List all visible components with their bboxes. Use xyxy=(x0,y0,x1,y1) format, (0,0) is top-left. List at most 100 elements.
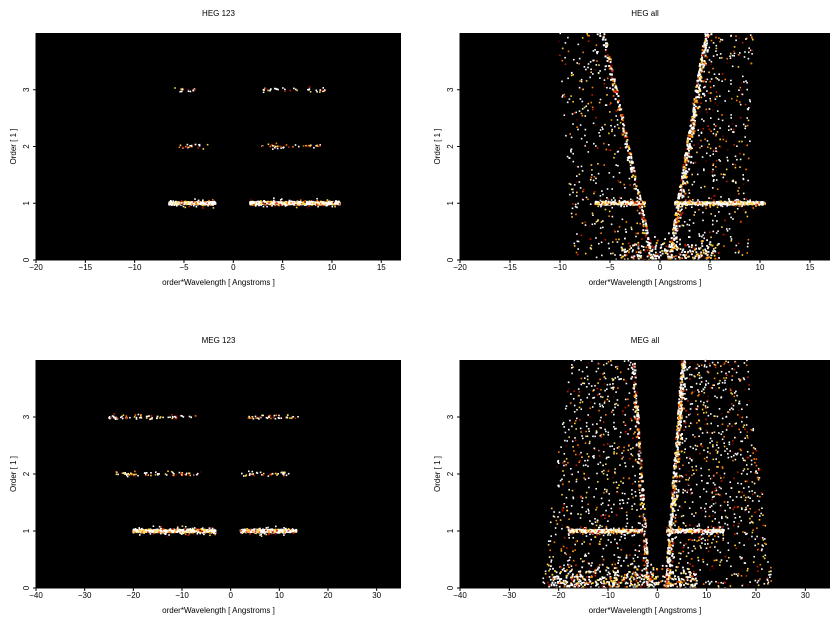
event-point xyxy=(689,198,692,201)
event-point xyxy=(139,530,141,532)
event-point xyxy=(604,202,607,205)
event-point xyxy=(623,131,626,134)
event-point xyxy=(720,57,723,59)
event-point xyxy=(286,204,288,207)
event-point xyxy=(743,56,746,58)
event-point xyxy=(680,178,683,181)
event-point xyxy=(712,42,715,44)
event-point xyxy=(733,144,735,146)
event-point xyxy=(716,258,719,261)
event-point xyxy=(607,200,610,203)
event-point xyxy=(672,228,674,231)
event-point xyxy=(578,57,581,60)
event-point xyxy=(671,241,674,244)
event-point xyxy=(681,177,684,180)
event-point xyxy=(581,108,584,110)
event-point xyxy=(304,201,306,203)
event-point xyxy=(132,530,135,533)
event-point xyxy=(156,530,158,532)
event-point xyxy=(627,242,630,245)
event-point xyxy=(730,52,732,55)
event-point xyxy=(703,185,706,188)
event-point xyxy=(673,234,676,237)
event-point xyxy=(591,94,593,96)
event-point xyxy=(213,200,215,203)
event-point xyxy=(701,59,704,62)
event-point xyxy=(649,256,652,259)
event-point xyxy=(696,101,699,104)
event-point xyxy=(584,224,587,226)
event-point xyxy=(181,203,183,206)
event-point xyxy=(706,49,709,52)
event-point xyxy=(684,175,687,178)
event-point xyxy=(608,247,610,250)
event-point xyxy=(250,198,252,201)
event-point xyxy=(707,35,709,38)
event-point xyxy=(727,203,730,206)
event-point xyxy=(729,55,731,57)
event-point xyxy=(698,93,701,96)
event-point xyxy=(718,145,721,148)
event-point xyxy=(705,100,707,102)
event-point xyxy=(745,80,747,82)
event-point xyxy=(642,220,644,223)
event-point xyxy=(308,86,311,88)
event-point xyxy=(282,87,284,89)
event-point xyxy=(701,205,704,207)
event-point xyxy=(587,102,590,105)
event-point xyxy=(678,252,681,255)
event-point xyxy=(212,207,215,209)
event-point xyxy=(571,216,573,218)
event-point xyxy=(677,228,679,231)
event-point xyxy=(635,235,637,238)
event-point xyxy=(700,251,702,254)
event-point xyxy=(671,250,673,253)
event-point xyxy=(640,198,642,201)
event-point xyxy=(616,119,619,121)
event-point xyxy=(584,252,587,255)
event-point xyxy=(699,62,701,65)
event-point xyxy=(615,87,618,90)
event-point xyxy=(662,243,664,245)
event-point xyxy=(710,117,712,119)
event-point xyxy=(614,98,617,101)
event-point xyxy=(316,197,318,200)
event-point xyxy=(637,257,639,259)
event-point xyxy=(680,214,682,217)
event-point xyxy=(747,200,749,203)
event-point xyxy=(693,203,696,205)
event-point xyxy=(642,249,645,251)
event-point xyxy=(572,160,575,163)
event-point xyxy=(185,531,187,534)
event-point xyxy=(754,201,757,204)
event-point xyxy=(599,98,602,101)
event-point xyxy=(752,38,754,41)
event-point xyxy=(604,49,607,51)
event-point xyxy=(746,81,748,84)
event-point xyxy=(734,166,737,169)
event-point xyxy=(602,226,604,229)
event-point xyxy=(697,79,700,82)
event-point xyxy=(701,52,704,54)
event-point xyxy=(736,203,738,205)
event-point xyxy=(715,179,718,181)
event-point xyxy=(284,88,286,91)
event-point xyxy=(174,531,176,534)
event-point xyxy=(672,231,675,234)
event-point xyxy=(695,253,698,256)
event-point xyxy=(625,221,628,223)
event-point xyxy=(703,169,705,172)
event-point xyxy=(176,201,179,204)
event-point xyxy=(737,66,740,68)
event-point xyxy=(630,157,633,160)
event-point xyxy=(210,529,213,532)
event-point xyxy=(697,129,699,131)
x-tick-label: −15 xyxy=(503,263,517,272)
event-point xyxy=(749,199,751,201)
event-point xyxy=(687,134,690,137)
event-point xyxy=(698,88,701,91)
event-point xyxy=(581,37,584,39)
event-point xyxy=(732,131,734,133)
event-point xyxy=(608,215,610,217)
event-point xyxy=(693,144,695,146)
